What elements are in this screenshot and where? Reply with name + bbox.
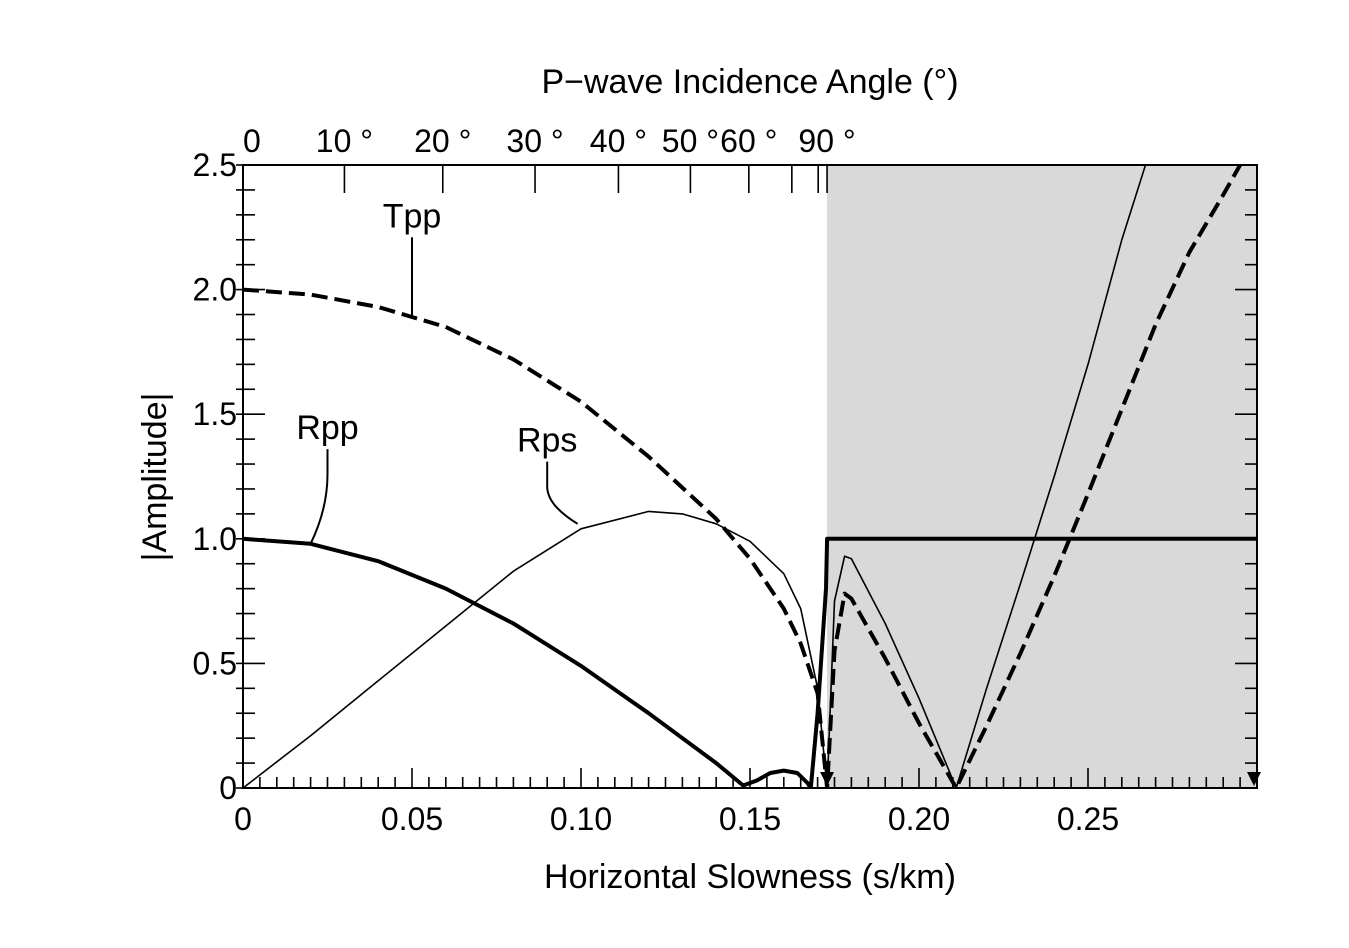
y-axis-title: |Amplitude| [136,393,174,562]
top-tick-label: 30 ° [506,123,563,159]
shaded-region-layer [827,165,1257,788]
y-tick-label: 0 [219,770,237,806]
leader-rps [546,461,579,525]
x-tick-label: 0 [234,801,252,837]
y-tick-label: 2.0 [193,272,237,308]
y-tick-label: 1.5 [193,396,237,432]
leader-rpp [309,449,329,545]
top-tick-label: 60 ° [720,123,777,159]
y-tick-label: 1.0 [193,521,237,557]
y-tick-label: 0.5 [193,645,237,681]
label-tpp: Tpp [383,197,442,235]
label-rpp: Rpp [296,409,358,447]
top-tick-label: 90 ° [798,123,855,159]
x-axis-title: Horizontal Slowness (s/km) [544,858,956,896]
x-tick-label: 0.05 [381,801,443,837]
label-rps: Rps [517,422,577,460]
x-tick-label: 0.15 [719,801,781,837]
x-tick-label: 0.10 [550,801,612,837]
top-axis-title: P−wave Incidence Angle (°) [541,63,958,101]
top-tick-label: 50 ° [662,123,719,159]
top-tick-label: 40 ° [590,123,647,159]
x-tick-label: 0.20 [888,801,950,837]
top-tick-label: 20 ° [414,123,471,159]
series-rps [243,165,1147,788]
top-tick-label: 10 ° [316,123,373,159]
x-tick-label: 0.25 [1057,801,1119,837]
top-tick-label: 0 [243,123,261,159]
annotations-layer: Tpp Rpp Rps [296,197,579,545]
shaded-region [827,165,1257,788]
series-rpp [243,536,1257,788]
critical-marker [1247,772,1261,786]
y-tick-label: 2.5 [193,147,237,183]
critical-marker [820,772,835,786]
curves-layer [243,165,1257,788]
